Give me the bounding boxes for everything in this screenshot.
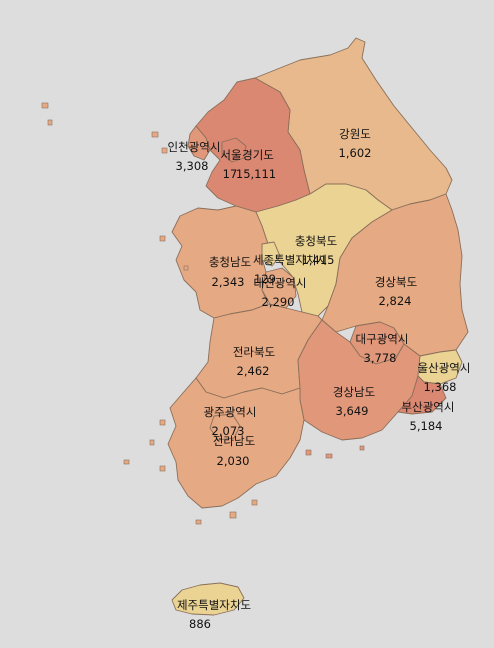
label-gwangju-name: 광주광역시 (204, 405, 257, 419)
label-gyeongnam-name: 경상남도 (333, 385, 375, 399)
label-gyeongbuk-name: 경상북도 (375, 275, 417, 289)
label-seoul-name: 서울 (220, 148, 241, 162)
label-sejong-value: 129 (254, 272, 276, 286)
label-daegu-name: 대구광역시 (356, 332, 409, 346)
label-sejong-name: 세종특별자치시 (253, 253, 327, 267)
label-gyeongbuk-value: 2,824 (379, 294, 412, 308)
region-chungnam[interactable] (171, 205, 269, 319)
label-daejeon-value: 2,290 (262, 295, 295, 309)
label-jeju-name: 제주특별자치도 (177, 598, 251, 612)
region-jeju[interactable] (171, 582, 245, 616)
region-daejeon[interactable] (261, 267, 297, 309)
label-incheon-value: 3,308 (176, 159, 209, 173)
label-busan-value: 5,184 (410, 419, 443, 433)
label-daejeon-name: 대전광역시 (254, 276, 307, 290)
label-chungbuk-value: 1,415 (302, 253, 335, 267)
label-gangwon-value: 1,602 (339, 146, 372, 160)
label-jeonnam-name: 전라남도 (213, 434, 255, 448)
region-jeonnam[interactable] (167, 377, 305, 509)
region-labels: 강원도 1,602 인천광역시 3,308 서울 17 경기도 15,111 충… (168, 127, 471, 631)
region-incheon[interactable] (187, 125, 211, 161)
region-gwangju[interactable] (209, 413, 241, 441)
label-jeju-value: 886 (189, 617, 211, 631)
label-gyeongnam-value: 3,649 (336, 404, 369, 418)
region-sejong[interactable] (261, 241, 281, 267)
region-busan[interactable] (397, 375, 447, 415)
label-busan-name: 부산광역시 (402, 400, 455, 414)
label-ulsan-name: 울산광역시 (418, 361, 471, 375)
region-seoul[interactable] (221, 137, 247, 163)
islands (41, 102, 365, 525)
label-gangwon-name: 강원도 (339, 127, 371, 141)
label-jeonnam-value: 2,030 (217, 454, 250, 468)
label-seoul-value: 17 (223, 167, 238, 181)
label-chungbuk-name: 충청북도 (295, 234, 337, 248)
label-daegu-value: 3,778 (364, 351, 397, 365)
label-gyeonggi-name: 경기도 (242, 148, 274, 162)
label-chungnam-value: 2,343 (212, 275, 245, 289)
label-chungnam-name: 충청남도 (209, 255, 251, 269)
label-gyeonggi-value: 15,111 (236, 167, 276, 181)
label-ulsan-value: 1,368 (424, 380, 457, 394)
label-gwangju-value: 2,073 (212, 424, 245, 438)
label-jeonbuk-name: 전라북도 (233, 345, 275, 359)
label-jeonbuk-value: 2,462 (237, 364, 270, 378)
label-incheon-name: 인천광역시 (168, 140, 221, 154)
